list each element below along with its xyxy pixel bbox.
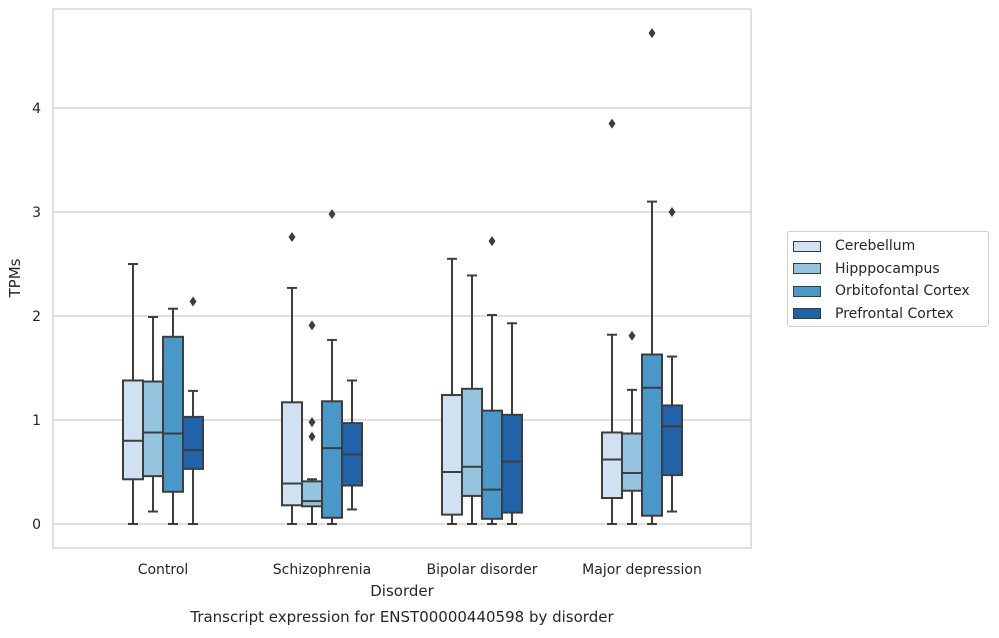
outlier-point (308, 417, 316, 428)
box-plots (122, 28, 683, 525)
box-body (162, 335, 184, 493)
outlier-point (648, 28, 656, 39)
box-orbitofontal-cortex (321, 209, 343, 525)
box-body (281, 401, 303, 507)
legend-item: Hipppocampus (793, 260, 940, 278)
box-body (601, 431, 623, 500)
legend-label: Cerebellum (835, 238, 916, 254)
x-tick-label: Control (138, 562, 189, 578)
y-tick-label: 0 (32, 517, 41, 533)
box-body (481, 409, 503, 520)
box-prefrontal-cortex (182, 296, 204, 525)
box-body (321, 400, 343, 519)
box-orbitofontal-cortex (162, 307, 184, 525)
legend-label: Prefrontal Cortex (835, 305, 954, 322)
legend-label: Hipppocampus (835, 260, 940, 277)
legend: Cerebellum Hipppocampus Orbitofontal Corte… (787, 231, 989, 327)
box-body (621, 432, 643, 492)
outlier-point (308, 431, 316, 442)
outlier-point (189, 296, 197, 307)
y-tick-labels: 0 1 2 3 4 (32, 101, 41, 533)
outlier-point (608, 118, 616, 129)
box-cerebellum (281, 231, 303, 525)
box-body (661, 404, 683, 477)
legend-swatch (793, 308, 821, 319)
box-body (122, 379, 144, 481)
box-prefrontal-cortex (501, 322, 523, 525)
plot-frame (52, 8, 752, 549)
outlier-point (328, 209, 336, 220)
box-prefrontal-cortex (661, 207, 683, 513)
outlier-point (488, 236, 496, 247)
box-cerebellum (601, 118, 623, 525)
legend-swatch (793, 240, 821, 252)
y-tick-label: 2 (32, 309, 41, 325)
box-body (142, 380, 164, 478)
legend-item: Orbitofontal Cortex (793, 282, 970, 300)
box-body (441, 394, 463, 516)
outlier-point (308, 320, 316, 331)
legend-item: Prefrontal Cortex (793, 305, 954, 323)
box-prefrontal-cortex (341, 379, 363, 511)
box-body (461, 387, 483, 497)
legend-swatch (793, 285, 821, 297)
x-tick-label: Bipolar disorder (426, 562, 537, 578)
chart-title: Transcript expression for ENST0000044059… (189, 608, 614, 626)
outlier-point (288, 231, 296, 242)
x-tick-label: Major depression (582, 562, 702, 578)
x-tick-labels: Control Schizophrenia Bipolar disorder Majo… (138, 562, 702, 578)
box-body (501, 413, 523, 514)
box-body (301, 480, 323, 508)
box-body (641, 353, 663, 517)
box-hipppocampus (461, 274, 483, 525)
outlier-point (668, 207, 676, 217)
box-body (182, 415, 204, 470)
x-axis-label: Disorder (370, 582, 434, 600)
box-hipppocampus (142, 316, 164, 513)
outlier-point (628, 330, 636, 341)
legend-swatch (793, 263, 821, 274)
y-axis-label: TPMs (6, 258, 24, 298)
box-orbitofontal-cortex (641, 28, 663, 525)
box-hipppocampus (621, 330, 643, 525)
box-hipppocampus (301, 320, 323, 525)
x-tick-label: Schizophrenia (273, 562, 371, 578)
box-orbitofontal-cortex (481, 236, 503, 525)
box-cerebellum (122, 263, 144, 525)
legend-item: Cerebellum (793, 237, 915, 255)
y-tick-label: 1 (32, 413, 41, 429)
legend-label: Orbitofontal Cortex (835, 283, 970, 299)
y-tick-label: 4 (32, 101, 41, 117)
box-cerebellum (441, 257, 463, 525)
y-tick-label: 3 (32, 205, 41, 221)
